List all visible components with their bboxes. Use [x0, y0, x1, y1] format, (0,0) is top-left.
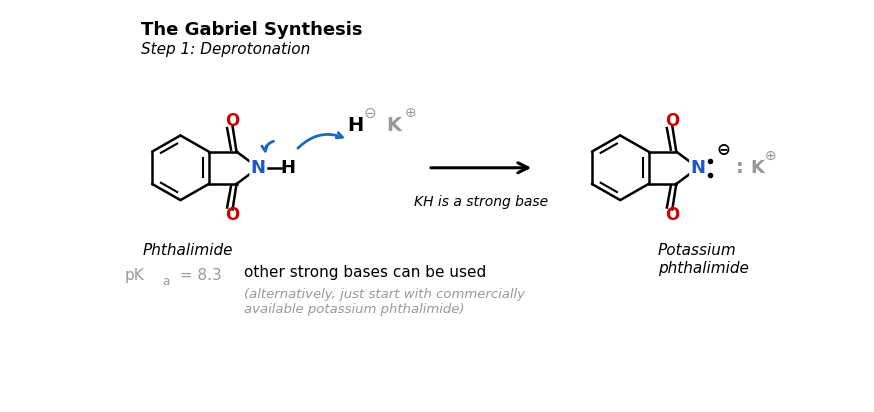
- Text: The Gabriel Synthesis: The Gabriel Synthesis: [141, 21, 363, 39]
- Text: K: K: [751, 159, 765, 177]
- Text: Step 1: Deprotonation: Step 1: Deprotonation: [141, 42, 310, 57]
- Text: ⊖: ⊖: [717, 141, 731, 159]
- Text: O: O: [665, 112, 679, 130]
- Text: K: K: [386, 116, 401, 135]
- Text: ⊕: ⊕: [765, 149, 776, 163]
- Text: Potassium
phthalimide: Potassium phthalimide: [658, 243, 749, 276]
- Text: N: N: [690, 159, 705, 177]
- Text: O: O: [225, 112, 239, 130]
- Text: other strong bases can be used: other strong bases can be used: [244, 265, 486, 280]
- Text: ⊕: ⊕: [405, 106, 416, 120]
- Text: H: H: [281, 159, 295, 177]
- Text: pK: pK: [125, 268, 145, 283]
- Text: (alternatively, just start with commercially
available potassium phthalimide): (alternatively, just start with commerci…: [244, 288, 525, 316]
- Text: O: O: [225, 206, 239, 224]
- Text: KH is a strong base: KH is a strong base: [414, 195, 548, 209]
- Text: ⊖: ⊖: [364, 105, 376, 120]
- Text: O: O: [665, 206, 679, 224]
- Text: Phthalimide: Phthalimide: [142, 243, 233, 258]
- Text: H: H: [348, 116, 364, 135]
- Text: N: N: [251, 159, 266, 177]
- Text: a: a: [163, 275, 170, 288]
- Text: = 8.3: = 8.3: [175, 268, 221, 283]
- Text: :: :: [736, 158, 744, 177]
